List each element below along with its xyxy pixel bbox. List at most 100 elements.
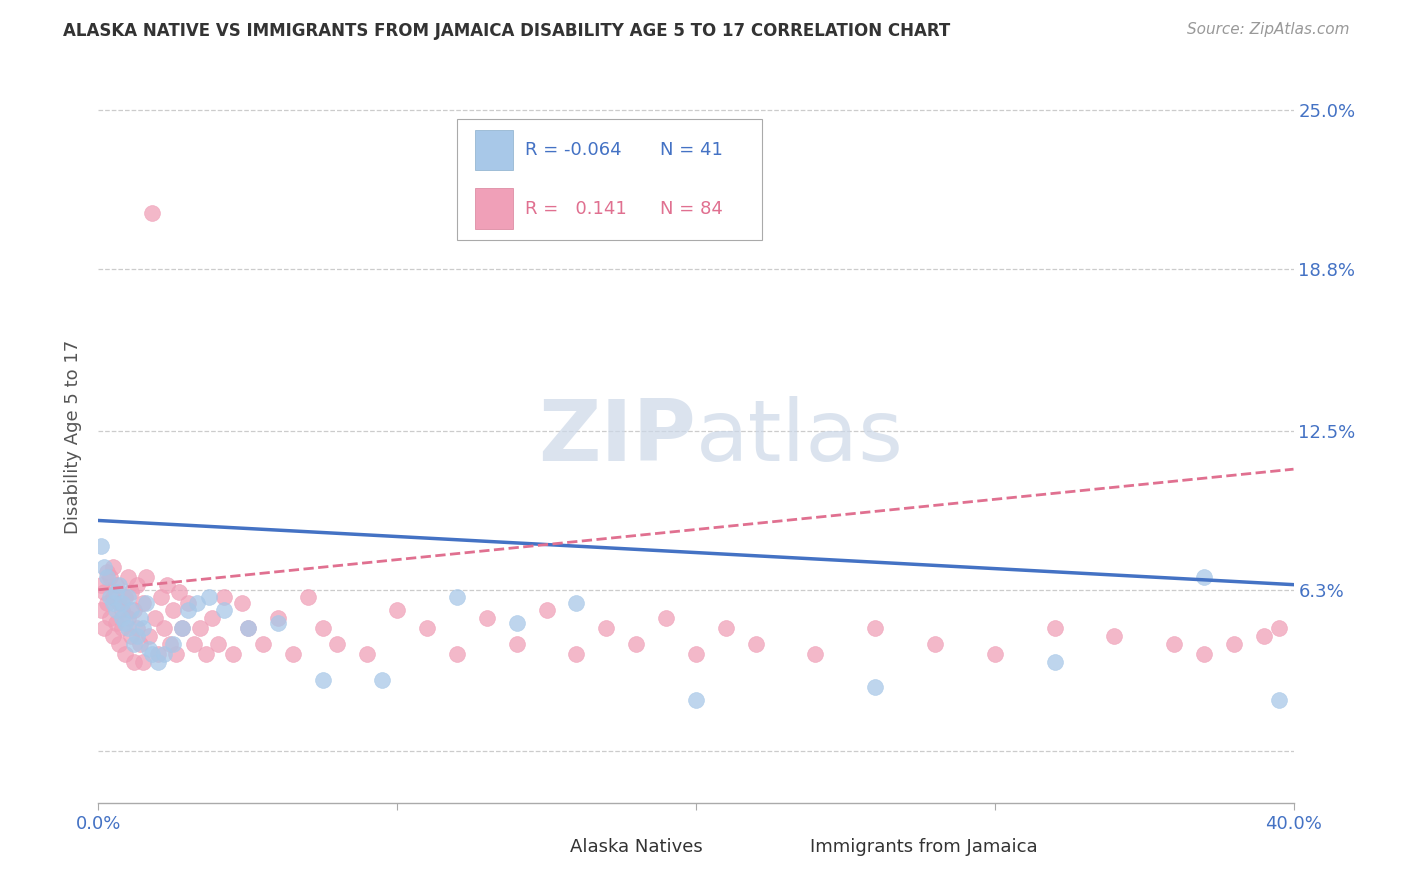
Point (201, 611, 224, 625)
Point (165, 647, 187, 661)
Point (103, 629, 125, 643)
Point (565, 596, 588, 610)
Point (222, 647, 245, 661)
Point (236, 621, 259, 635)
Point (93, 559, 115, 574)
Point (117, 570, 139, 584)
Point (475, 611, 498, 625)
Point (685, 647, 707, 661)
Point (135, 596, 157, 610)
Point (212, 591, 235, 605)
Point (1192, 647, 1215, 661)
Point (120, 603, 142, 617)
Point (172, 621, 194, 635)
Point (108, 577, 131, 591)
Point (162, 637, 184, 651)
Point (117, 611, 139, 625)
Point (281, 647, 304, 661)
Point (132, 621, 155, 635)
Point (655, 611, 678, 625)
Point (311, 673, 333, 687)
Point (114, 647, 136, 661)
Point (127, 577, 149, 591)
Text: N = 84: N = 84 (661, 200, 723, 218)
Text: Source: ZipAtlas.com: Source: ZipAtlas.com (1187, 22, 1350, 37)
Point (371, 673, 394, 687)
Point (117, 621, 139, 635)
Point (565, 647, 588, 661)
Point (124, 603, 146, 617)
Point (297, 591, 319, 605)
FancyBboxPatch shape (749, 836, 792, 858)
Point (96, 565, 118, 579)
Point (103, 596, 125, 610)
Text: ZIP: ZIP (538, 395, 696, 479)
Text: atlas: atlas (696, 395, 904, 479)
Point (98, 591, 122, 605)
Point (103, 591, 125, 605)
Point (252, 637, 274, 651)
Point (98, 570, 122, 584)
Point (108, 637, 131, 651)
Point (984, 647, 1007, 661)
Point (120, 585, 142, 599)
Point (1223, 637, 1246, 651)
Point (1267, 693, 1289, 707)
Point (356, 647, 378, 661)
Text: R = -0.064: R = -0.064 (524, 141, 621, 160)
Point (105, 577, 128, 591)
Point (267, 611, 290, 625)
Point (626, 637, 648, 651)
Point (1267, 621, 1289, 635)
Point (127, 629, 149, 643)
Point (745, 637, 768, 651)
Point (143, 611, 166, 625)
Point (595, 621, 617, 635)
FancyBboxPatch shape (457, 119, 762, 240)
Point (105, 603, 128, 617)
Point (148, 655, 170, 669)
Point (135, 570, 157, 584)
Point (267, 616, 290, 631)
Point (114, 616, 136, 631)
Point (103, 559, 125, 574)
Point (96, 596, 118, 610)
Point (159, 637, 181, 651)
Point (177, 603, 200, 617)
Point (1104, 629, 1126, 643)
Point (804, 647, 827, 661)
Point (124, 637, 146, 651)
Point (506, 616, 529, 631)
Text: ALASKA NATIVE VS IMMIGRANTS FROM JAMAICA DISABILITY AGE 5 TO 17 CORRELATION CHAR: ALASKA NATIVE VS IMMIGRANTS FROM JAMAICA… (63, 22, 950, 40)
Point (141, 647, 163, 661)
Point (446, 647, 468, 661)
Text: R =   0.141: R = 0.141 (524, 200, 627, 218)
Point (129, 611, 152, 625)
Point (90, 603, 112, 617)
Point (90, 539, 112, 553)
Point (132, 655, 155, 669)
Point (138, 629, 160, 643)
Point (188, 621, 211, 635)
Point (1253, 629, 1275, 643)
Point (98, 611, 122, 625)
Point (212, 603, 235, 617)
Point (108, 596, 131, 610)
FancyBboxPatch shape (510, 836, 553, 858)
Point (153, 647, 176, 661)
Point (924, 637, 946, 651)
Point (186, 596, 208, 610)
Point (114, 591, 136, 605)
Y-axis label: Disability Age 5 to 17: Disability Age 5 to 17 (65, 340, 83, 534)
Point (156, 577, 179, 591)
Point (96, 570, 118, 584)
Text: Alaska Natives: Alaska Natives (571, 838, 703, 855)
Point (1192, 570, 1215, 584)
Point (416, 621, 439, 635)
Point (153, 621, 176, 635)
Point (207, 637, 229, 651)
Point (117, 591, 139, 605)
Point (714, 621, 737, 635)
Point (865, 681, 887, 695)
Point (172, 621, 194, 635)
